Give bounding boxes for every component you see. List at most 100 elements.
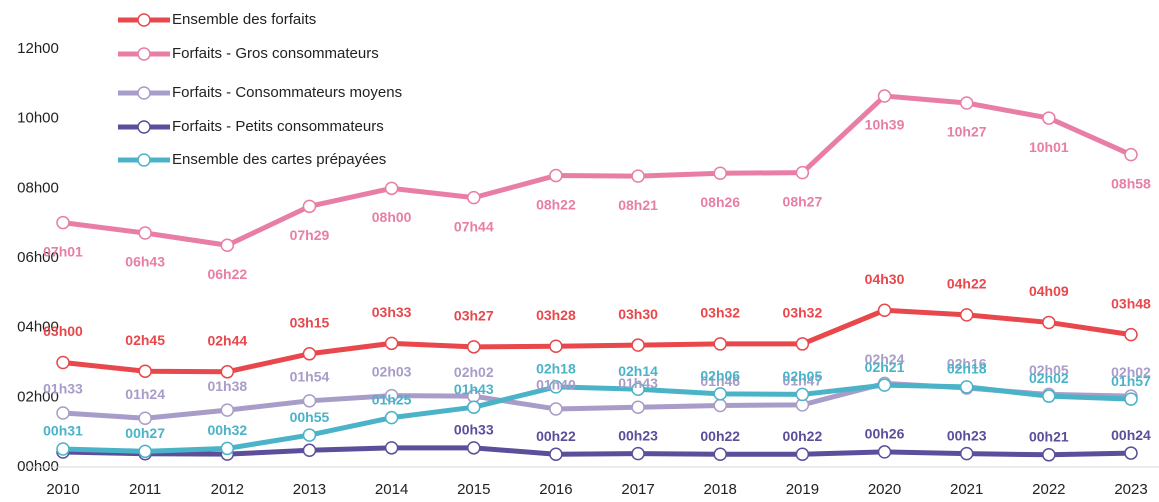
series-line [62,445,1132,458]
point [220,238,235,252]
value-label: 03h48 [1111,295,1151,311]
value-label: 08h00 [372,209,412,225]
value-label: 01h43 [618,375,658,391]
series-line [62,93,1133,248]
point [220,403,235,417]
value-label: 01h57 [1111,373,1151,389]
point [549,168,563,183]
y-tick-label: 12h00 [17,40,59,57]
value-label: 02h02 [1029,370,1069,386]
value-label: 03h32 [783,305,823,321]
point [631,338,645,352]
point [384,410,399,425]
point [467,400,481,414]
value-label: 04h30 [865,271,905,287]
value-label: 02h21 [865,359,905,375]
value-label: 02h44 [207,332,247,348]
value-label: 03h15 [290,314,330,330]
y-tick-label: 10h00 [17,110,59,127]
value-label: 00h23 [618,427,658,443]
value-label: 01h47 [783,373,823,389]
value-label: 02h14 [618,363,658,379]
point [220,365,235,379]
point [138,226,152,240]
point [302,428,317,442]
value-label: 01h40 [536,377,576,393]
point [302,199,317,214]
y-tick-label: 06h00 [17,249,59,266]
point [959,380,974,394]
point [56,442,70,456]
value-label: 00h21 [1029,429,1069,445]
value-label: 00h26 [865,426,905,442]
x-tick-label: 2021 [950,481,983,498]
value-label: 01h43 [454,381,494,397]
point [302,394,317,408]
point [631,382,645,396]
y-tick-label: 04h00 [17,319,59,336]
value-label: 00h22 [783,428,823,444]
point [959,96,974,110]
value-label: 00h22 [700,428,740,444]
legend-marker [137,47,151,61]
value-label: 08h26 [700,194,740,210]
value-label: 02h02 [454,364,494,380]
legend-label: Forfaits - Petits consommateurs [172,118,384,135]
point [877,303,892,317]
point [384,336,399,351]
point [384,441,399,455]
point [56,215,70,230]
y-tick-label: 02h00 [17,388,59,405]
x-tick-label: 2012 [211,481,244,498]
point [1124,327,1138,342]
point [549,447,563,461]
value-label: 01h24 [125,386,165,402]
point [138,411,152,425]
point [1124,392,1138,406]
value-label: 08h22 [536,196,576,212]
point [631,400,645,414]
point [302,347,317,361]
point [549,380,563,394]
point [302,443,317,458]
y-tick-label: 00h00 [17,458,59,475]
value-label: 02h45 [125,332,165,348]
point [138,364,152,378]
point [877,378,892,392]
value-label: 07h29 [290,227,330,243]
point [795,387,810,402]
value-label: 03h30 [618,306,658,322]
value-label: 07h01 [43,243,83,259]
x-tick-label: 2011 [129,481,161,498]
y-tick-label: 08h00 [17,179,59,196]
legend-label: Ensemble des cartes prépayées [172,151,386,168]
point [959,446,974,461]
value-label: 02h02 [1111,364,1151,380]
value-label: 02h03 [372,363,412,379]
legend-marker [137,13,151,27]
point [713,337,727,351]
value-label: 01h54 [290,369,330,385]
point [1042,448,1056,462]
value-label: 01h38 [207,378,247,394]
value-label: 06h43 [125,254,165,270]
point [56,406,70,420]
value-label: 03h28 [536,307,576,323]
x-tick-label: 2016 [539,481,572,498]
value-label: 00h22 [536,428,576,444]
value-label: 03h32 [700,305,740,321]
value-label: 10h01 [1029,139,1069,155]
value-label: 07h44 [454,218,494,234]
x-tick-label: 2013 [293,481,326,498]
point [713,447,727,461]
point [1042,389,1056,403]
point [220,441,235,456]
value-label: 02h24 [865,351,905,367]
point [549,339,563,353]
value-label: 03h27 [454,308,494,324]
value-label: 00h32 [207,422,247,438]
x-tick-label: 2010 [46,481,79,498]
value-label: 00h33 [454,422,494,438]
value-label: 04h22 [947,276,987,292]
